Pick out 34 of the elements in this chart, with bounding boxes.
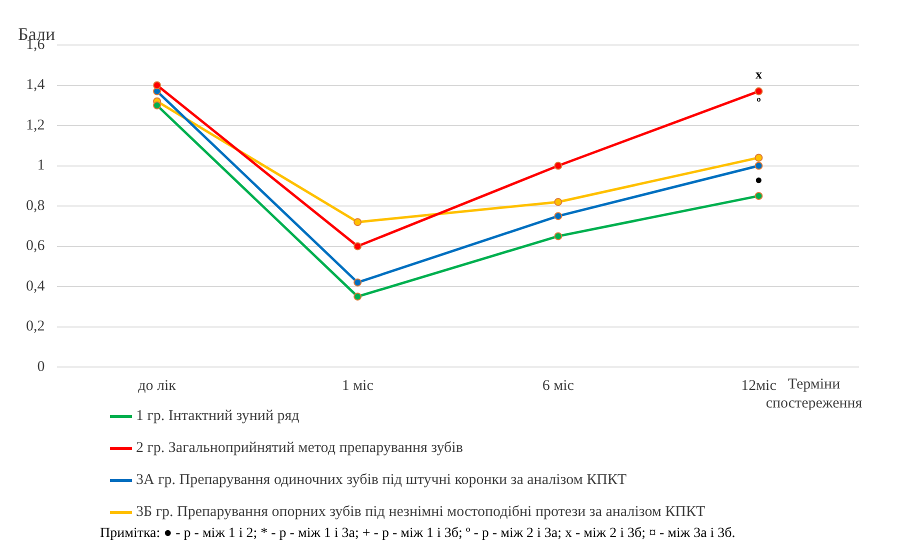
point	[554, 162, 562, 170]
y-tick-label: 1	[37, 158, 45, 174]
point	[754, 87, 763, 96]
point	[354, 242, 362, 250]
point	[354, 218, 362, 226]
x-tick-label: 6 міс	[542, 378, 574, 394]
legend-label: 2 гр. Загальноприйнятий метод препарування зубів	[136, 440, 463, 456]
annotation: º	[756, 94, 761, 110]
y-tick-label: 0,4	[26, 278, 46, 294]
x-tick-label: до лік	[138, 378, 177, 394]
x-tick-label: 1 міс	[342, 378, 374, 394]
y-tick-label: 0,8	[26, 198, 45, 214]
y-tick-label: 1,4	[26, 77, 46, 94]
point	[554, 198, 562, 206]
text: Примітка: ● - р - між 1 і 2; * - р - між 1 і 3а; + - р - між 1 і 3б; º - р - між 2 і 3а; x - між 2 і 3б; ¤ - між 3а і 3б.	[100, 526, 736, 542]
legend-label: 1 гр. Інтактний зуний ряд	[136, 408, 300, 424]
annotation: x	[755, 66, 762, 82]
y-tick-label: 0	[37, 358, 45, 375]
point	[354, 292, 362, 301]
y-tick-label: 1,2	[26, 117, 45, 134]
annotation: ●	[754, 172, 763, 188]
point	[754, 162, 763, 170]
point	[754, 154, 763, 162]
point	[354, 278, 362, 286]
legend-label: 3Б гр. Препарування опорних зубів під незнімні мостоподібні протези за аналізом КПКТ	[136, 504, 706, 520]
point	[554, 232, 562, 240]
point	[754, 192, 763, 200]
legend-label: 3А гр. Препарування одиночних зубів під штучні коронки за аналізом КПКТ	[136, 472, 627, 488]
point	[153, 101, 162, 110]
point	[153, 81, 162, 90]
x-tick-label: 12міс	[741, 378, 777, 394]
y-tick-label: 0,2	[26, 318, 45, 335]
y-tick-label: 0,6	[26, 238, 46, 254]
point	[554, 212, 562, 220]
